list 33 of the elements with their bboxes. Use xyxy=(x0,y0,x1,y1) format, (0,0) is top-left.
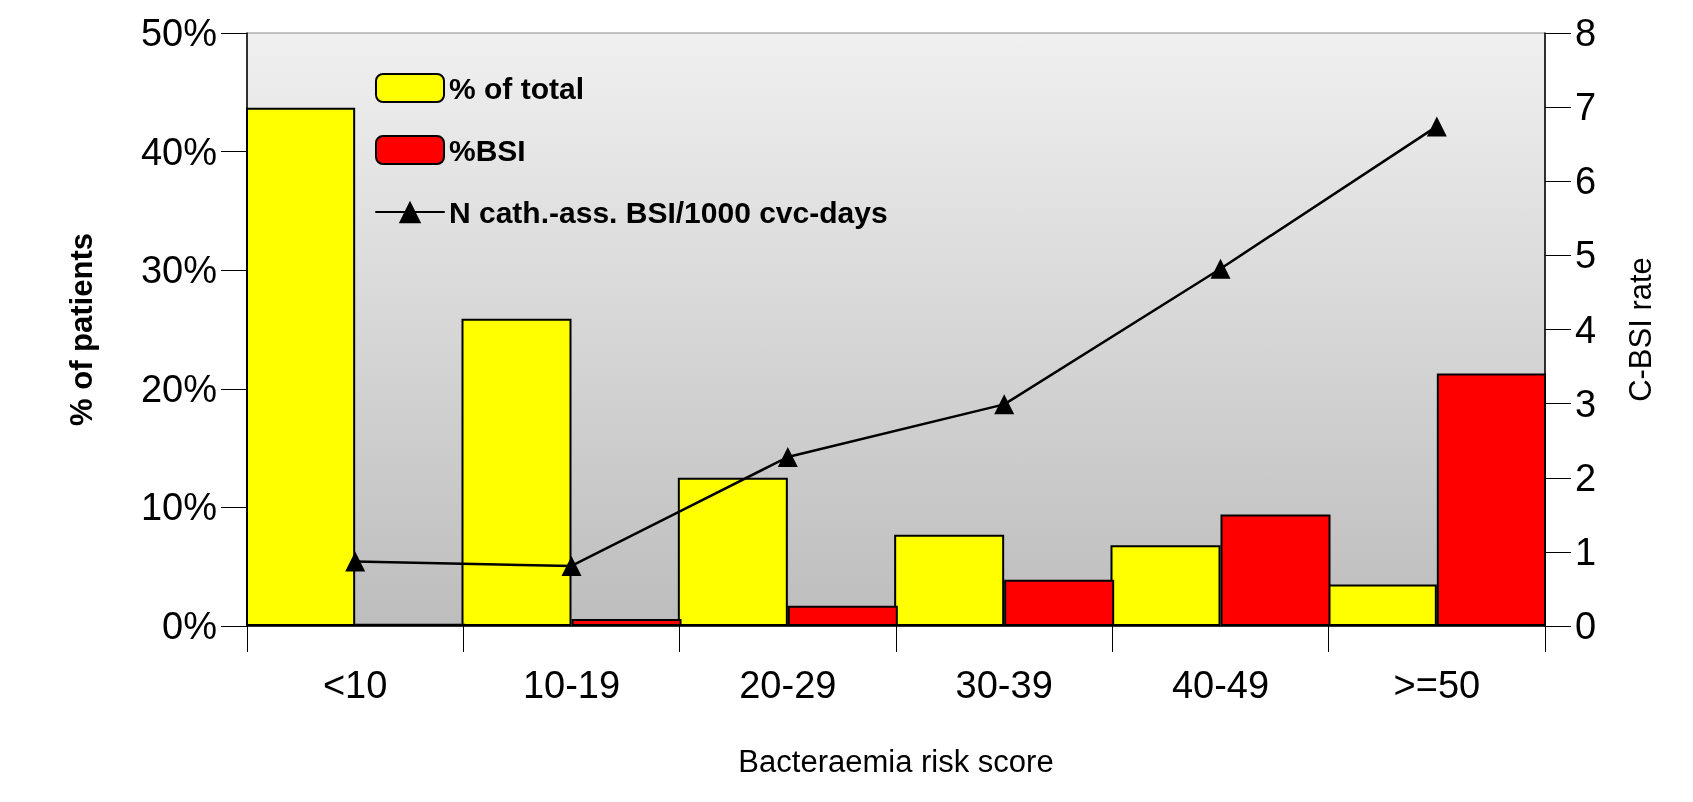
y-tick-label: 50% xyxy=(140,12,217,54)
y2-tick-label: 0 xyxy=(1575,605,1597,647)
y2-tick-label: 1 xyxy=(1575,530,1597,573)
point xyxy=(1210,258,1231,279)
legend-label: N cath.-ass. BSI/1000 cvc-days xyxy=(449,195,888,229)
x-tick-label: >=50 xyxy=(1393,664,1481,706)
y-tick-label: 10% xyxy=(140,486,217,529)
y-tick-label: 40% xyxy=(140,130,217,173)
point xyxy=(561,555,582,576)
point xyxy=(345,551,366,572)
x-tick-label: <10 xyxy=(322,664,388,706)
y-axis-title: % of patients xyxy=(64,233,99,426)
point xyxy=(777,446,798,467)
x-axis-title: Bacteraemia risk score xyxy=(738,744,1054,779)
x-tick-label: 40-49 xyxy=(1171,664,1270,706)
y-tick-label: 0% xyxy=(162,605,217,647)
y2-tick-label: 4 xyxy=(1575,308,1597,351)
y2-tick-label: 8 xyxy=(1575,12,1597,54)
legend-label: %BSI xyxy=(449,133,526,167)
x-tick-label: 20-29 xyxy=(739,664,837,706)
legend-label: % of total xyxy=(449,71,584,105)
y2-tick-label: 6 xyxy=(1575,160,1597,203)
y2-tick-label: 7 xyxy=(1575,86,1597,129)
point xyxy=(1426,116,1447,137)
x-tick-label: 30-39 xyxy=(955,664,1053,706)
y2-tick-label: 5 xyxy=(1575,234,1597,277)
y-tick-label: 20% xyxy=(140,367,217,410)
y2-axis-title: C-BSI rate xyxy=(1623,257,1658,402)
point xyxy=(994,394,1015,415)
y2-tick-label: 3 xyxy=(1575,382,1597,425)
y2-tick-label: 2 xyxy=(1575,456,1597,499)
y-tick-label: 30% xyxy=(140,249,217,292)
x-tick-label: 10-19 xyxy=(522,664,621,706)
